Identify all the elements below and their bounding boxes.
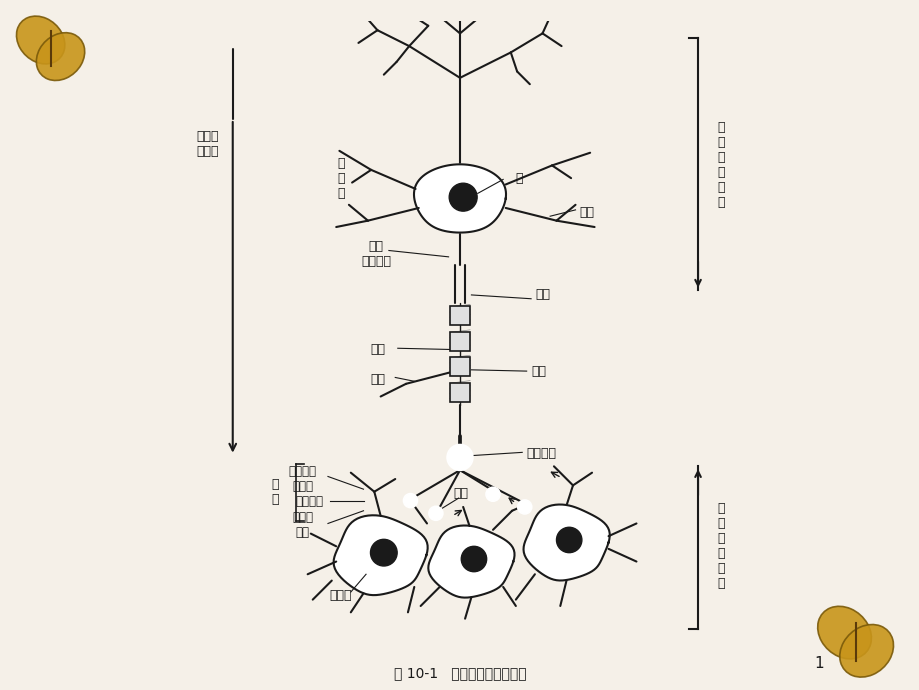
Text: 轴突末梢: 轴突末梢 bbox=[526, 447, 556, 460]
Ellipse shape bbox=[37, 32, 85, 81]
Polygon shape bbox=[428, 526, 514, 598]
Circle shape bbox=[556, 527, 581, 553]
Circle shape bbox=[517, 500, 531, 514]
Text: 轴突: 轴突 bbox=[369, 343, 385, 356]
Text: 突触前轴
突末梢: 突触前轴 突末梢 bbox=[289, 465, 316, 493]
Text: 信号传
递方向: 信号传 递方向 bbox=[196, 130, 219, 159]
Text: 突触后
树突: 突触后 树突 bbox=[291, 511, 312, 540]
Text: 树突: 树突 bbox=[579, 206, 594, 219]
Polygon shape bbox=[414, 164, 505, 233]
Circle shape bbox=[428, 506, 442, 520]
Text: 1: 1 bbox=[813, 656, 823, 671]
Ellipse shape bbox=[817, 607, 870, 659]
Circle shape bbox=[370, 540, 397, 566]
Circle shape bbox=[485, 487, 499, 501]
Bar bbox=[449, 332, 470, 351]
Text: 轴突
（始段）: 轴突 （始段） bbox=[361, 240, 391, 268]
Bar bbox=[449, 382, 470, 402]
Ellipse shape bbox=[839, 624, 892, 677]
Text: 图 10-1   神经元和突触模式图: 图 10-1 神经元和突触模式图 bbox=[393, 666, 526, 680]
Ellipse shape bbox=[17, 16, 64, 64]
Polygon shape bbox=[523, 504, 609, 580]
Text: 树突: 树突 bbox=[453, 487, 469, 500]
Text: 侧支: 侧支 bbox=[369, 373, 385, 386]
Text: 髓鞘: 髓鞘 bbox=[530, 364, 546, 377]
Circle shape bbox=[447, 445, 472, 470]
Circle shape bbox=[403, 493, 417, 508]
Text: 细胞体: 细胞体 bbox=[329, 589, 352, 602]
Polygon shape bbox=[334, 515, 427, 595]
Circle shape bbox=[448, 184, 477, 211]
Circle shape bbox=[460, 546, 486, 572]
Text: 核: 核 bbox=[516, 172, 523, 185]
Bar bbox=[449, 306, 470, 326]
Text: 轴丘: 轴丘 bbox=[534, 288, 550, 302]
Text: 细
胞
体: 细 胞 体 bbox=[336, 157, 344, 199]
Text: 突
触: 突 触 bbox=[270, 478, 278, 506]
Text: 突
触
后
神
经
元: 突 触 后 神 经 元 bbox=[717, 502, 724, 591]
Bar bbox=[449, 357, 470, 376]
Text: 突
触
前
神
经
元: 突 触 前 神 经 元 bbox=[717, 121, 724, 210]
Text: 突触间隙: 突触间隙 bbox=[295, 495, 323, 509]
